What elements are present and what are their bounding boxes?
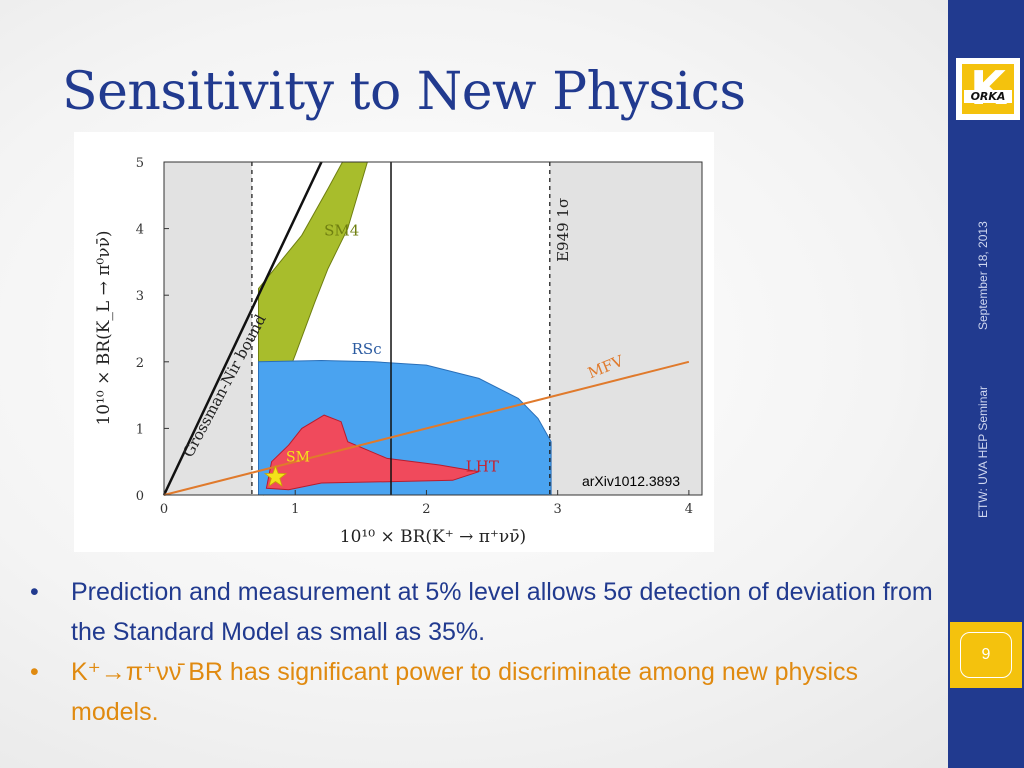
chart: 0 1 2 3 4 0 1 2 3 4 5 SM4 RSc LHT SM Grossman-Nir bound…	[74, 132, 714, 552]
x-tick-label: 3	[554, 502, 562, 517]
y-tick-label: 0	[136, 489, 144, 504]
sm-label: SM	[286, 450, 310, 466]
y-tick-label: 4	[136, 223, 144, 238]
x-tick-label: 2	[422, 502, 430, 517]
mfv-line	[163, 360, 690, 496]
sm4-label: SM4	[324, 221, 359, 239]
y-tick-label: 5	[136, 156, 144, 171]
page-number-box: 9	[950, 622, 1022, 688]
logo-text: ORKA	[964, 90, 1012, 103]
orka-logo: K ORKA	[956, 58, 1020, 120]
region-lht	[265, 414, 480, 491]
bullet-item: • Prediction and measurement at 5% level…	[30, 572, 940, 652]
y-axis-label: 10¹⁰ × BR(K_L → π⁰νν̄)	[94, 230, 114, 425]
slide-date: September 18, 2013	[976, 221, 990, 330]
x-tick-label: 1	[291, 502, 299, 517]
seminar-label: ETW: UVA HEP Seminar	[976, 385, 990, 518]
excluded-region-left	[164, 162, 252, 495]
y-tick-label: 3	[136, 289, 144, 304]
logo-letter: K	[970, 61, 1006, 115]
bullet-marker: •	[30, 658, 39, 686]
citation: arXiv1012.3893	[582, 473, 680, 489]
logo-background: K ORKA	[962, 61, 1014, 115]
lht-label: LHT	[466, 458, 499, 476]
rsc-label: RSc	[352, 340, 382, 358]
x-axis-label: 10¹⁰ × BR(K⁺ → π⁺νν̄)	[340, 527, 526, 547]
bullet-list: • Prediction and measurement at 5% level…	[30, 572, 940, 732]
slide-title: Sensitivity to New Physics	[62, 62, 746, 122]
sm-point-star	[263, 464, 288, 487]
e949-label: E949 1σ	[554, 198, 572, 262]
y-tick-label: 1	[136, 422, 144, 437]
bullet-item: • K⁺→π⁺νν̄ BR has significant power to d…	[30, 652, 940, 732]
bullet-marker: •	[30, 578, 39, 606]
page-number: 9	[960, 632, 1012, 678]
bullet-text: K⁺→π⁺νν̄ BR has significant power to dis…	[71, 658, 859, 726]
bullet-text: Prediction and measurement at 5% level a…	[71, 578, 933, 646]
x-tick-label: 0	[160, 502, 168, 517]
y-tick-label: 2	[136, 356, 144, 371]
excluded-region-right	[549, 162, 702, 495]
plot-frame	[163, 161, 703, 496]
x-tick-label: 4	[685, 502, 693, 517]
grossman-nir-line	[162, 161, 323, 496]
